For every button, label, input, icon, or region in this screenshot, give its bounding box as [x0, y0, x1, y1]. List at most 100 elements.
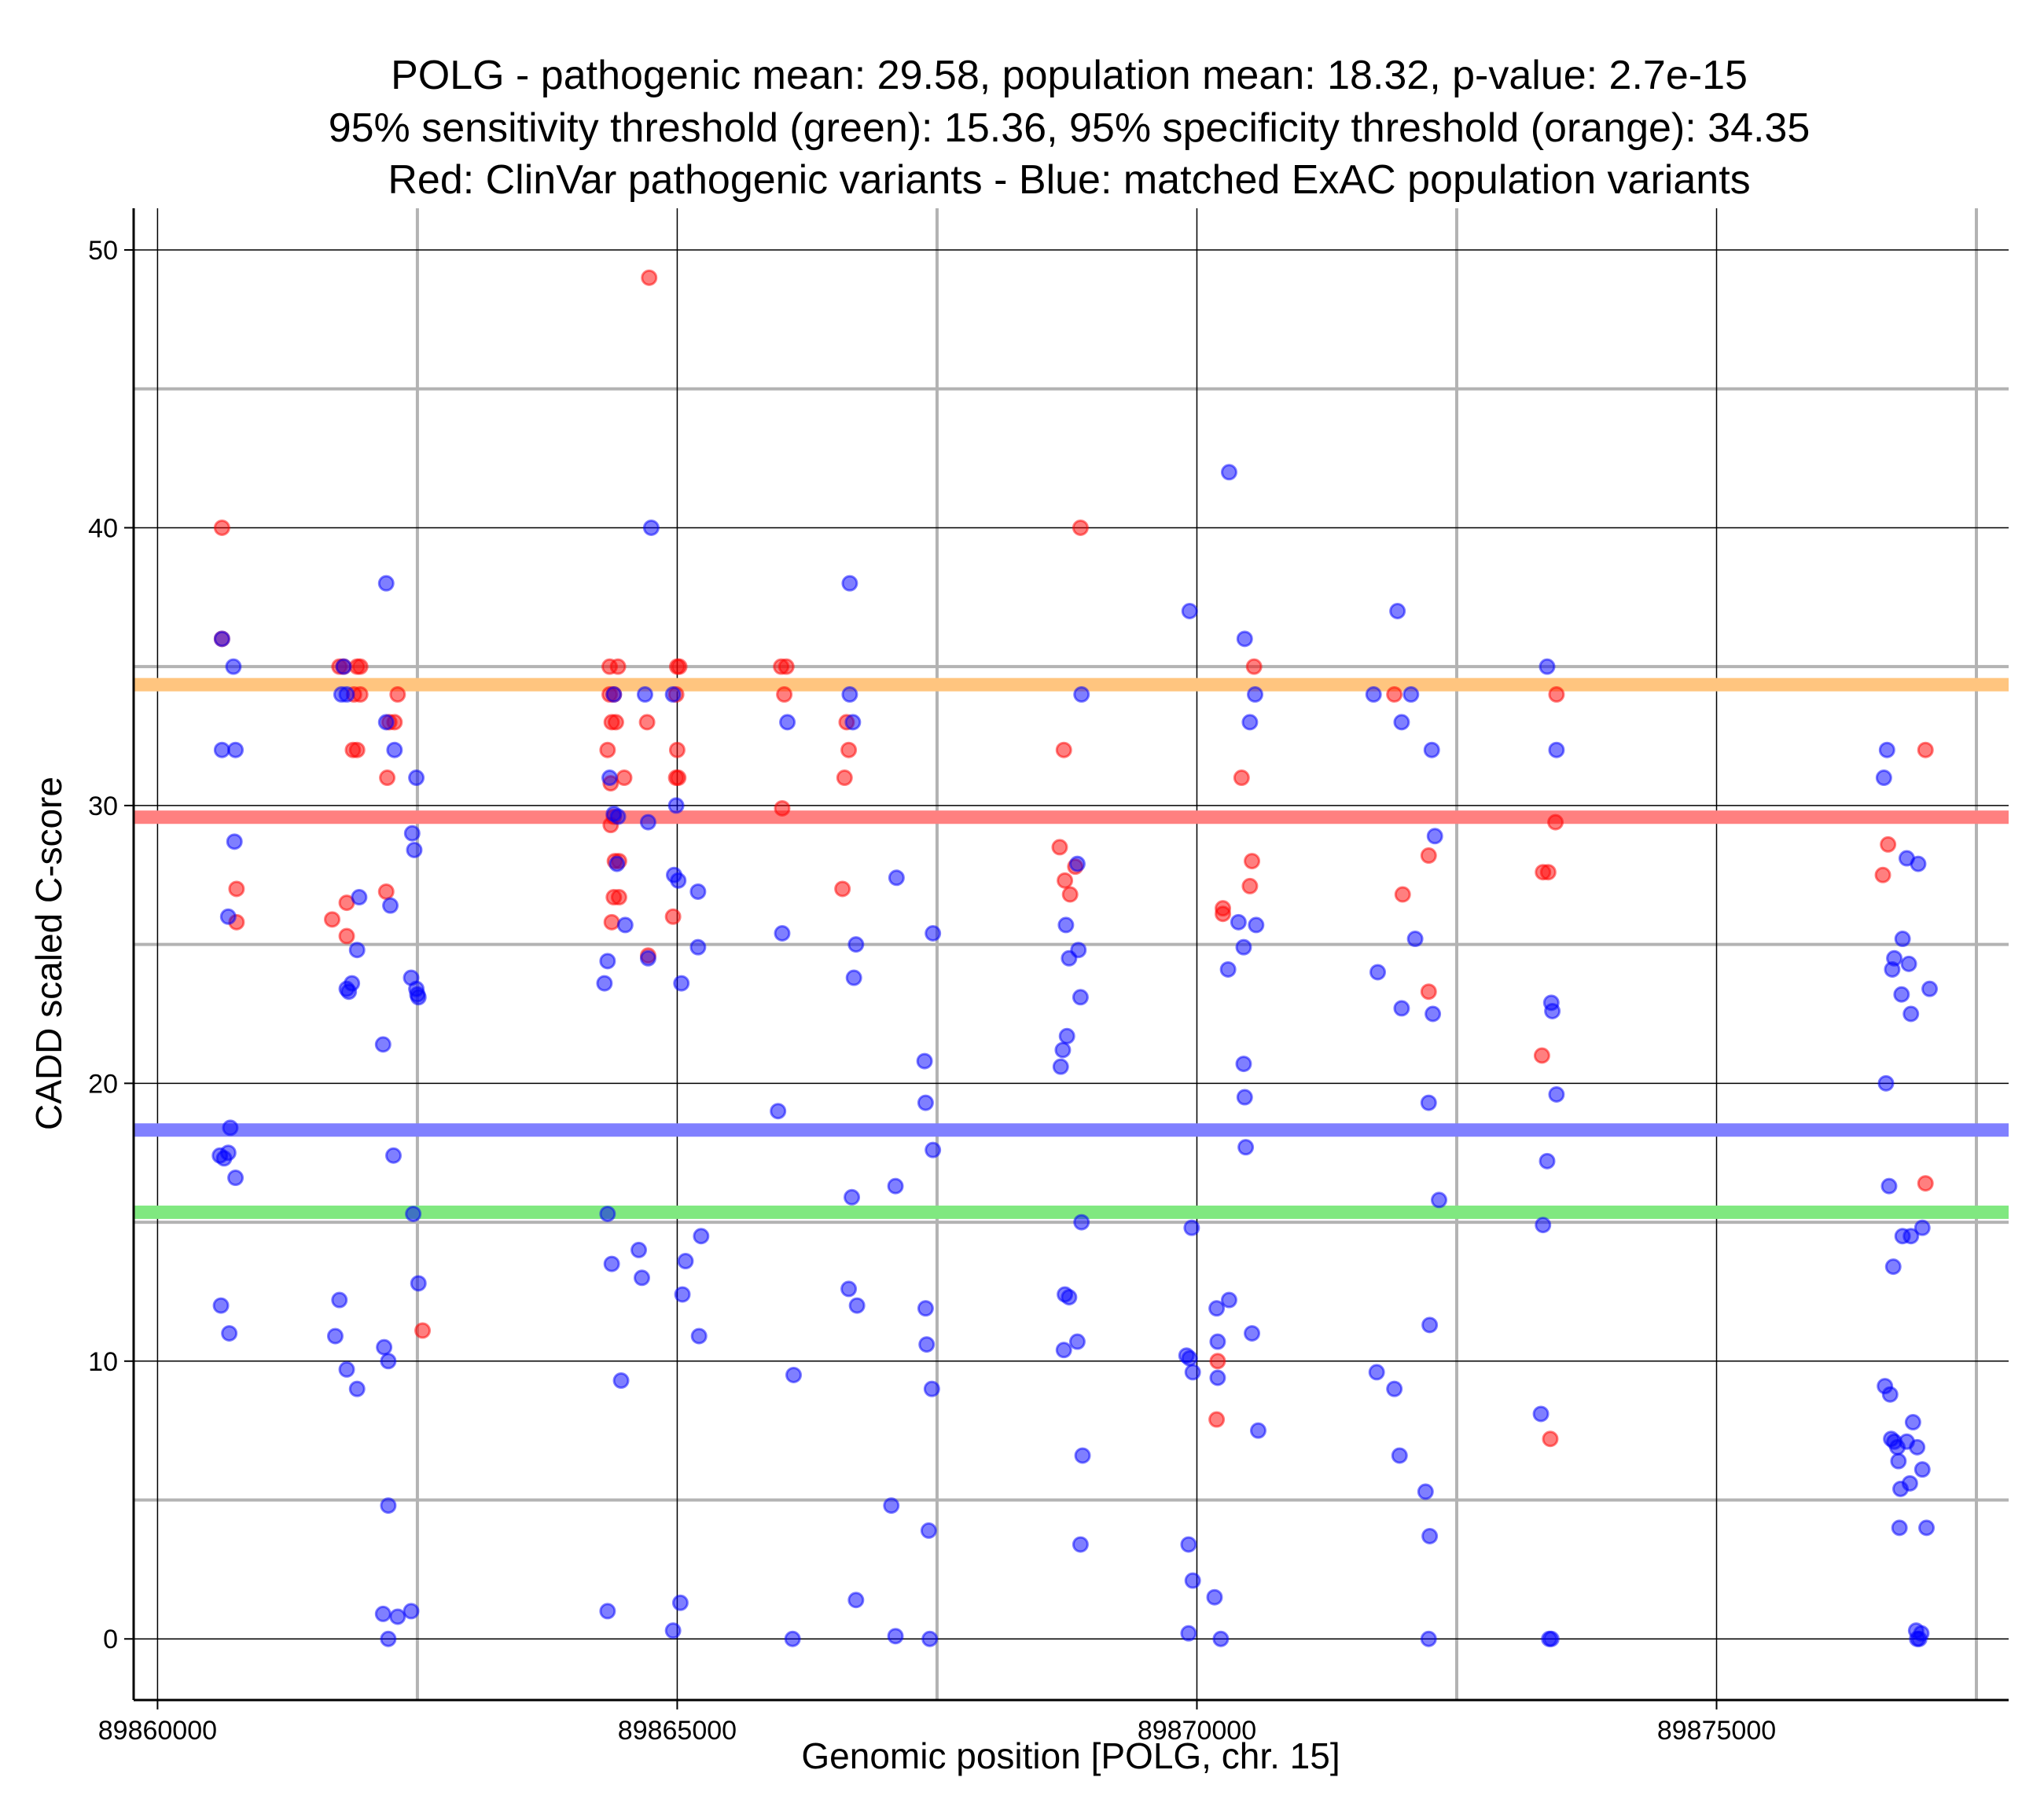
point-clinvar: [414, 1322, 432, 1339]
point-matched: [918, 1336, 936, 1353]
point-matched: [403, 824, 421, 842]
point-matched: [1181, 1349, 1198, 1367]
point-matched: [1884, 960, 1901, 978]
point-matched: [1421, 1316, 1439, 1334]
point-matched: [1417, 1483, 1434, 1500]
point-matched: [845, 969, 862, 986]
y-tick-label: 0: [103, 1625, 118, 1654]
point-clinvar: [776, 686, 793, 703]
point-matched: [1909, 1438, 1926, 1456]
point-matched: [1535, 1217, 1552, 1234]
point-matched: [348, 942, 366, 959]
x-tick-label: 89870000: [1138, 1716, 1256, 1746]
y-axis-title: CADD scaled C-score: [28, 777, 69, 1130]
point-matched: [1544, 1002, 1561, 1019]
grid: [134, 208, 2009, 1700]
x-axis-title: Genomic position [POLG, chr. 15]: [801, 1735, 1340, 1776]
point-clinvar: [379, 769, 396, 787]
point-matched: [677, 1253, 694, 1270]
point-matched: [1241, 714, 1259, 731]
point-matched: [599, 1603, 616, 1620]
point-matched: [1426, 828, 1443, 845]
point-matched: [784, 1630, 801, 1647]
point-matched: [1058, 1027, 1075, 1045]
point-clinvar: [1548, 686, 1565, 703]
point-clinvar: [1241, 877, 1259, 894]
point-matched: [1890, 1452, 1907, 1470]
point-matched: [1386, 1380, 1403, 1397]
x-tick-label: 89875000: [1657, 1716, 1776, 1746]
point-clinvar: [1547, 813, 1564, 831]
point-matched: [847, 936, 865, 953]
point-matched: [1247, 686, 1264, 703]
point-matched: [1209, 1369, 1226, 1386]
chart-title-line-3: Red: ClinVar pathogenic variants - Blue:…: [388, 157, 1750, 203]
point-matched: [227, 741, 244, 758]
point-matched: [616, 916, 634, 934]
point-matched: [841, 575, 858, 592]
point-matched: [377, 714, 395, 731]
point-matched: [1880, 1177, 1898, 1195]
point-clinvar: [834, 880, 851, 898]
point-matched: [1206, 1588, 1223, 1606]
point-matched: [693, 1228, 710, 1245]
point-matched: [340, 983, 358, 1001]
point-matched: [1391, 1447, 1408, 1464]
point-clinvar: [228, 880, 245, 898]
point-clinvar: [610, 889, 627, 906]
point-matched: [374, 1036, 392, 1053]
point-matched: [1878, 741, 1895, 758]
point-matched: [1183, 1219, 1200, 1236]
point-matched: [1393, 1000, 1410, 1017]
point-clinvar: [1208, 1411, 1226, 1428]
point-matched: [380, 1630, 397, 1647]
point-matched: [689, 883, 707, 900]
point-matched: [1904, 1414, 1921, 1431]
point-clinvar: [1215, 905, 1232, 923]
point-matched: [844, 714, 862, 731]
point-matched: [380, 1353, 397, 1370]
point-matched: [1235, 1056, 1252, 1073]
point-matched: [609, 808, 627, 825]
point-matched: [1913, 1219, 1931, 1236]
point-matched: [925, 924, 942, 942]
point-matched: [1921, 980, 1939, 997]
point-matched: [664, 1622, 682, 1640]
point-clinvar: [840, 741, 858, 758]
point-matched: [222, 1119, 239, 1137]
point-clinvar: [338, 927, 355, 945]
axis-ticks: 89860000 89865000 89870000 89875000 0 10 20 30 4…: [88, 236, 1776, 1746]
point-matched: [1539, 658, 1556, 675]
point-matched: [639, 813, 656, 831]
point-matched: [1072, 1536, 1089, 1553]
data-points: [211, 269, 1939, 1647]
point-matched: [770, 1103, 787, 1120]
point-matched: [406, 841, 423, 858]
point-matched: [1068, 1333, 1086, 1350]
point-clinvar: [1420, 983, 1437, 1001]
point-matched: [925, 1141, 942, 1159]
point-clinvar: [1051, 839, 1068, 856]
point-matched: [1539, 1152, 1556, 1170]
point-clinvar: [1917, 1175, 1934, 1192]
point-matched: [1421, 1527, 1439, 1544]
point-clinvar: [778, 658, 795, 675]
point-matched: [380, 1497, 397, 1515]
point-matched: [601, 769, 619, 787]
point-matched: [219, 908, 237, 925]
point-matched: [1884, 1258, 1902, 1276]
point-matched: [1249, 1422, 1266, 1439]
point-matched: [605, 686, 623, 703]
point-clinvar: [351, 686, 369, 703]
point-matched: [1219, 960, 1237, 978]
point-clinvar: [664, 908, 682, 925]
point-clinvar: [1061, 886, 1079, 903]
point-matched: [1209, 1333, 1226, 1350]
point-matched: [1230, 913, 1247, 931]
point-matched: [1910, 855, 1927, 872]
point-clinvar: [670, 769, 687, 787]
x-tick-label: 89860000: [98, 1716, 217, 1746]
point-matched: [917, 1300, 934, 1317]
point-matched: [1073, 686, 1090, 703]
point-matched: [382, 897, 399, 914]
